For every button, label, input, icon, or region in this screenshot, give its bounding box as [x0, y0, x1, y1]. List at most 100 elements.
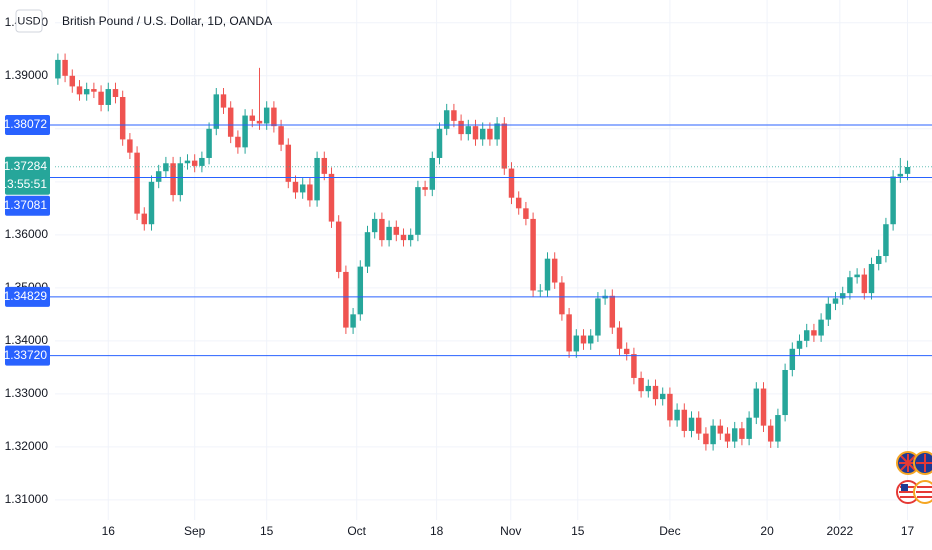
candle-body — [566, 314, 572, 352]
candle-body — [587, 335, 594, 344]
candle-body — [220, 94, 227, 108]
candle-body — [155, 171, 162, 182]
candle-body — [285, 144, 292, 182]
candle-body — [91, 89, 97, 92]
candle-body — [242, 115, 248, 148]
candle-body — [407, 234, 414, 241]
candle-body — [487, 128, 493, 140]
currency-button[interactable] — [15, 9, 43, 33]
candle-body — [904, 166, 911, 174]
x-tick-label: 15 — [571, 524, 585, 538]
candle-body — [875, 256, 882, 264]
candle-body — [371, 218, 378, 233]
x-tick-label: Nov — [500, 524, 521, 538]
candle-body — [825, 303, 832, 320]
candle-body — [98, 91, 104, 105]
candle-body — [731, 428, 738, 442]
candle-body — [55, 59, 61, 79]
candle-body — [141, 213, 148, 225]
candle-body — [422, 187, 428, 190]
candle-body — [393, 226, 400, 235]
x-tick-label: 18 — [430, 524, 444, 538]
candle-body — [580, 335, 587, 344]
candle-body — [796, 340, 803, 349]
candle-body — [386, 226, 392, 241]
candle-body — [746, 417, 752, 439]
candle-body — [508, 168, 515, 198]
x-tick-label: 2022 — [826, 524, 853, 538]
candle-body — [811, 330, 817, 336]
candle-body — [667, 393, 673, 421]
flag-icons — [896, 451, 932, 504]
candle-body — [775, 415, 781, 442]
candle-body — [343, 271, 349, 328]
candle-body — [839, 293, 846, 299]
level-label-box — [5, 345, 50, 366]
y-tick-label: 1.39000 — [5, 68, 49, 82]
level-label: 1.34829 — [4, 289, 48, 303]
candle-body — [782, 369, 788, 416]
candle-body — [379, 218, 385, 241]
candle-body — [443, 110, 450, 129]
candle-body — [105, 89, 112, 105]
axes: 1.310001.320001.330001.340001.350001.360… — [0, 15, 914, 538]
candle-body — [307, 184, 313, 201]
candle-body — [645, 385, 652, 392]
candle-body — [537, 290, 544, 292]
candle-body — [148, 181, 155, 225]
candle-body — [213, 94, 220, 129]
candle-body — [335, 221, 342, 272]
candle-body — [674, 409, 680, 421]
candle-body — [883, 224, 889, 257]
candle-body — [76, 86, 83, 95]
candle-body — [544, 258, 551, 291]
candle-body — [127, 139, 133, 153]
y-tick-label: 1.32000 — [5, 439, 49, 453]
candle-body — [616, 327, 623, 349]
candle-body — [695, 417, 702, 434]
candle-body — [703, 433, 709, 445]
candle-body — [328, 173, 335, 222]
candle-body — [177, 163, 184, 196]
candle-body — [890, 176, 896, 225]
candle-body — [83, 89, 90, 95]
candle-body — [249, 115, 256, 121]
candle-body — [767, 425, 774, 442]
x-tick-label: Oct — [347, 524, 366, 538]
candle-body — [623, 348, 630, 355]
candle-body — [256, 120, 263, 124]
candle-body — [595, 298, 601, 336]
flag-cross — [899, 454, 917, 472]
x-tick-label: Sep — [184, 524, 206, 538]
y-tick-label: 1.33000 — [5, 386, 49, 400]
y-tick-label: 1.36000 — [5, 227, 49, 241]
candle-body — [724, 433, 731, 442]
candle-body — [631, 354, 637, 378]
candle-body — [112, 89, 119, 98]
candle-body — [659, 393, 666, 400]
level-label-box — [5, 114, 50, 135]
candle-body — [199, 157, 205, 166]
y-tick-label: 1.31000 — [5, 492, 49, 506]
level-label: 1.38072 — [4, 117, 48, 131]
candle-body — [400, 234, 407, 241]
currency-label[interactable]: USD — [17, 15, 40, 27]
candle-body — [458, 120, 464, 135]
candle-body — [69, 75, 76, 87]
candle-body — [789, 348, 796, 370]
y-tick-label: 1.34000 — [5, 333, 49, 347]
candle-body — [415, 187, 421, 235]
level-label-box — [5, 286, 50, 307]
candle-body — [235, 136, 241, 148]
candle-body — [854, 274, 860, 278]
candle-body — [271, 107, 277, 127]
candle-body — [573, 335, 580, 352]
candle-body — [170, 163, 176, 196]
candle-body — [350, 314, 356, 328]
candle-body — [818, 319, 824, 336]
level-label: 1.33720 — [4, 348, 48, 362]
candle-body — [206, 128, 212, 158]
level-label-box — [5, 195, 50, 216]
candle-body — [681, 409, 688, 431]
